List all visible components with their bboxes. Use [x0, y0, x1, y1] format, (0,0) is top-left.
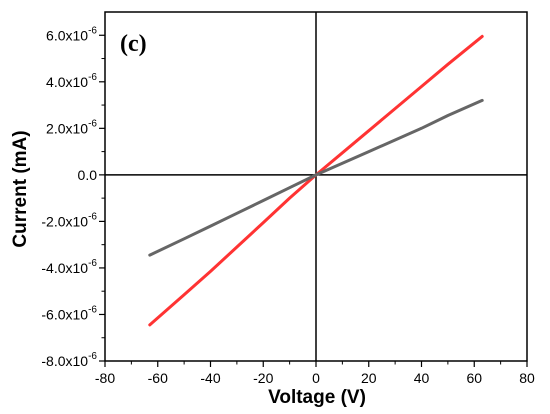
series-line-2 — [148, 98, 484, 257]
x-tick-label: 80 — [519, 370, 535, 386]
x-axis-title: Voltage (V) — [268, 387, 366, 408]
x-tick-label: -60 — [148, 370, 168, 386]
x-tick-label: -20 — [253, 370, 273, 386]
y-tick-label: -8.0x10-6 — [41, 351, 97, 369]
y-tick-label: -6.0x10-6 — [41, 304, 97, 322]
y-tick-labels: -8.0x10-6 -6.0x10-6 -4.0x10-6 -2.0x10-6 0.0 2… — [41, 25, 97, 369]
y-axis-title: Current (mA) — [10, 130, 31, 247]
x-tick-label: 20 — [361, 370, 377, 386]
y-tick-label: 6.0x10-6 — [46, 25, 97, 43]
y-tick-label: -4.0x10-6 — [41, 258, 97, 276]
y-tick-label: -2.0x10-6 — [41, 211, 97, 229]
x-tick-label: 40 — [414, 370, 430, 386]
x-tick-label: 60 — [466, 370, 482, 386]
y-tick-label: 0.0 — [78, 167, 98, 183]
y-tick-label: 4.0x10-6 — [46, 72, 97, 90]
data-series — [148, 34, 484, 327]
y-tick-label: 2.0x10-6 — [46, 118, 97, 136]
x-tick-labels: -80 -60 -40 -20 0 20 40 60 80 — [95, 370, 535, 386]
x-tick-label: -80 — [95, 370, 115, 386]
x-tick-label: -40 — [200, 370, 220, 386]
tick-marks — [99, 34, 528, 367]
x-tick-label: 0 — [312, 370, 320, 386]
panel-label: (c) — [120, 31, 147, 57]
